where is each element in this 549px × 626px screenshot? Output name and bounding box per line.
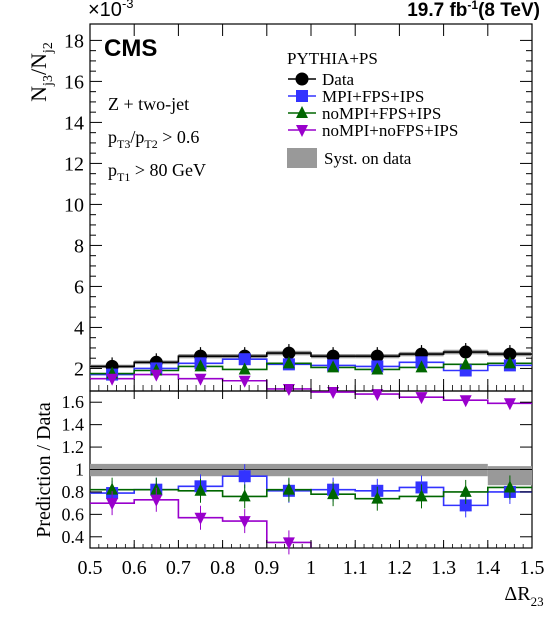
ratio-syst-band (90, 463, 488, 477)
ratio-point-nompi-fps-ips (371, 491, 384, 504)
ratio-line-nompi-fps-ips (90, 486, 532, 500)
annotation-cut-pt1: pT1 > 80 GeV (108, 160, 206, 184)
x-tick-label: 1.3 (431, 557, 456, 579)
legend-marker-data (295, 72, 309, 86)
annotation-cut-pt-ratio: pT3/pT2 > 0.6 (108, 127, 199, 151)
x-axis-label: ΔR23 (504, 583, 543, 609)
main-point-nompi-fps-ips (459, 357, 472, 370)
x-tick-label: 0.8 (210, 557, 235, 579)
ratio-y-tick-label: 1.6 (62, 392, 85, 412)
legend-label-nompi-nofps-ips: noMPI+noFPS+IPS (322, 121, 458, 140)
legend-syst-swatch (287, 148, 317, 168)
main-y-tick-label: 2 (74, 358, 84, 380)
legend-marker-nompi-nofps-ips (296, 125, 308, 137)
main-point-data (459, 345, 473, 359)
main-point-nompi-nofps-ips (371, 389, 384, 402)
legend-label-data: Data (322, 70, 355, 89)
x-tick-label: 1.5 (520, 557, 545, 579)
ratio-y-tick-label: 1.2 (62, 437, 85, 457)
main-point-nompi-nofps-ips (415, 392, 428, 405)
main-point-nompi-nofps-ips (106, 373, 119, 386)
main-point-nompi-fps-ips (194, 359, 207, 372)
main-point-nompi-nofps-ips (150, 369, 163, 382)
ratio-y-tick-label: 0.8 (62, 482, 85, 502)
ratio-point-nompi-fps-ips (327, 487, 340, 500)
legend-marker-nompi-fps-ips (296, 106, 308, 118)
ratio-point-nompi-fps-ips (503, 480, 516, 493)
main-point-data (282, 346, 296, 360)
x-tick-label: 1 (306, 557, 316, 579)
ratio-y-tick-label: 1.4 (62, 415, 85, 435)
luminosity-label: 19.7 fb-1(8 TeV) (407, 0, 540, 21)
x-tick-label: 0.6 (122, 557, 147, 579)
x-tick-label: 0.5 (78, 557, 103, 579)
main-y-tick-label: 10 (64, 194, 84, 216)
main-line-data (90, 351, 532, 368)
main-point-nompi-nofps-ips (503, 398, 516, 411)
legend-marker-mpi-fps-ips (296, 90, 308, 102)
main-point-nompi-nofps-ips (282, 383, 295, 396)
main-point-nompi-nofps-ips (238, 375, 251, 388)
ratio-point-nompi-fps-ips (282, 482, 295, 495)
ratio-point-nompi-fps-ips (106, 482, 119, 495)
x-tick-label: 1.4 (475, 557, 500, 579)
cms-label: CMS (104, 35, 157, 62)
x-tick-label: 0.9 (254, 557, 279, 579)
ratio-point-nompi-fps-ips (238, 489, 251, 502)
main-y-axis-label: Nj3/Nj2 (26, 42, 56, 102)
main-point-mpi-fps-ips (238, 353, 251, 366)
ratio-point-nompi-fps-ips (415, 489, 428, 502)
main-point-nompi-nofps-ips (327, 387, 340, 400)
x-tick-label: 0.7 (166, 557, 191, 579)
scale-label: ×10-3 (88, 0, 134, 21)
main-point-nompi-fps-ips (503, 356, 516, 369)
ratio-point-nompi-nofps-ips (106, 498, 119, 511)
main-y-tick-label: 4 (74, 317, 84, 339)
x-tick-label: 1.1 (343, 557, 368, 579)
main-y-tick-label: 14 (64, 112, 84, 134)
ratio-point-nompi-nofps-ips (150, 494, 163, 507)
ratio-point-nompi-nofps-ips (238, 516, 251, 529)
ratio-y-axis-label: Prediction / Data (33, 402, 55, 538)
legend-label-nompi-fps-ips: noMPI+FPS+IPS (322, 104, 441, 123)
ratio-point-mpi-fps-ips (238, 470, 251, 483)
main-y-tick-label: 8 (74, 235, 84, 257)
legend: PYTHIA+PS DataMPI+FPS+IPSnoMPI+FPS+IPSno… (287, 49, 458, 168)
ratio-point-nompi-fps-ips (194, 483, 207, 496)
ratio-point-mpi-fps-ips (459, 499, 472, 512)
annotation-process: Z + two-jet (108, 94, 189, 114)
main-point-nompi-fps-ips (415, 360, 428, 373)
main-point-nompi-fps-ips (282, 356, 295, 369)
ratio-point-nompi-fps-ips (459, 484, 472, 497)
main-point-data (370, 349, 384, 363)
legend-label-mpi-fps-ips: MPI+FPS+IPS (322, 87, 424, 106)
main-line-nompi-fps-ips (90, 362, 532, 375)
ratio-y-tick-label: 1 (75, 460, 84, 480)
main-point-nompi-fps-ips (371, 362, 384, 375)
ratio-point-nompi-nofps-ips (282, 537, 295, 550)
ratio-y-tick-label: 0.6 (62, 504, 85, 524)
ratio-point-nompi-nofps-ips (194, 512, 207, 525)
main-point-nompi-fps-ips (327, 360, 340, 373)
main-panel: CMS Z + two-jet pT3/pT2 > 0.6 pT1 > 80 G… (89, 23, 533, 392)
main-y-tick-label: 12 (64, 153, 84, 175)
x-tick-label: 1.2 (387, 557, 412, 579)
ratio-line-nompi-nofps-ips (90, 498, 312, 548)
main-y-tick-label: 18 (64, 30, 84, 52)
legend-syst-label: Syst. on data (324, 149, 412, 168)
main-y-tick-label: 16 (64, 71, 84, 93)
ratio-y-tick-label: 0.4 (62, 527, 85, 547)
main-y-tick-label: 6 (74, 276, 84, 298)
main-point-data (503, 347, 517, 361)
main-point-nompi-nofps-ips (194, 373, 207, 386)
main-point-nompi-fps-ips (238, 362, 251, 375)
legend-title: PYTHIA+PS (287, 49, 378, 68)
main-point-nompi-nofps-ips (459, 395, 472, 408)
